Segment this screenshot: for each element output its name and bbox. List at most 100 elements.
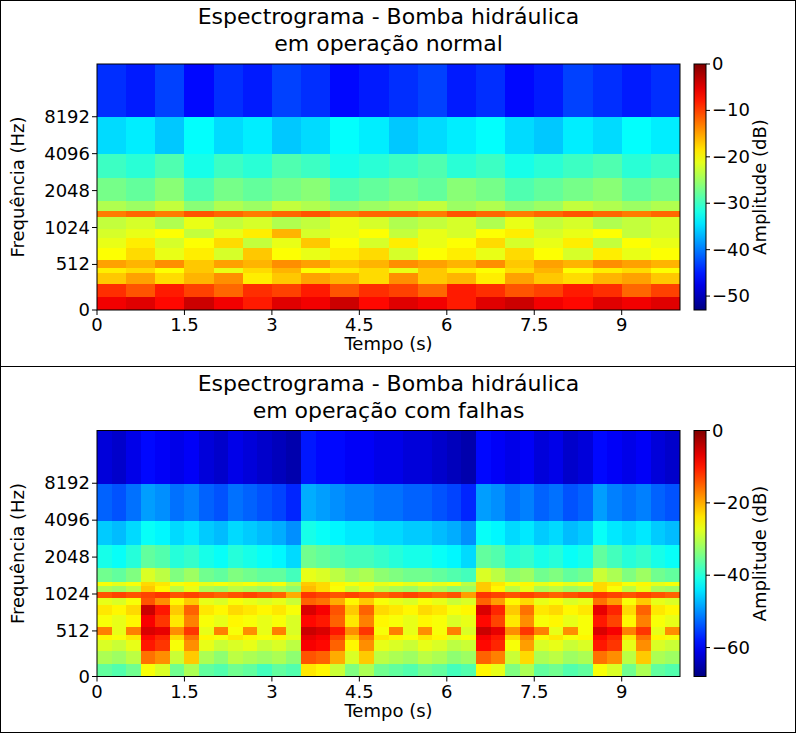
cell [389,273,419,284]
cell [316,591,331,598]
cell [665,581,680,586]
cell [607,604,622,615]
cell [389,586,404,592]
cell [345,650,360,664]
y-tick [92,264,97,265]
cell [330,614,345,626]
cell [155,260,185,268]
cell [476,626,491,634]
panel-title: Espectrograma - Bomba hidráulicaem opera… [198,4,580,56]
cell [578,591,593,598]
cell [286,581,301,586]
x-tick-label: 3 [266,681,277,702]
cell [636,626,651,634]
cell [301,626,316,634]
cell [622,626,637,634]
cell [476,201,506,212]
cell [141,604,156,615]
y-tick [92,594,97,595]
cell [374,634,389,640]
cell [593,591,608,598]
cell [651,178,680,201]
cell [345,604,360,615]
cell [418,178,448,201]
cell [112,650,127,664]
cell [97,117,127,155]
cell [622,201,652,212]
cell [330,217,360,229]
cell [374,639,389,650]
cell [97,267,127,273]
cell [316,614,331,626]
cell [607,431,622,484]
cell [272,211,302,218]
cell [243,663,258,676]
cell [622,597,637,604]
cell [184,211,214,218]
cell [257,597,272,604]
cell [301,591,316,598]
cell [243,597,258,604]
cell [228,626,243,634]
cell [155,544,170,567]
cell [257,567,272,582]
cell [491,544,506,567]
cell [651,154,680,179]
cell [243,267,273,273]
cell [578,431,593,484]
cell [593,614,608,626]
cell [534,483,549,521]
cell [622,663,637,676]
cell [170,639,185,650]
cell [432,663,447,676]
colorbar-tick [706,647,710,648]
cell [112,626,127,634]
cell [170,626,185,634]
cell [418,626,433,634]
cell [155,237,185,248]
cell [505,581,520,586]
cell [622,614,637,626]
cell [534,663,549,676]
cell [316,604,331,615]
cell [228,634,243,640]
cell [418,483,433,521]
cell [184,217,214,229]
cell [97,237,127,248]
cell [345,626,360,634]
cell [432,483,447,521]
cell [214,544,229,567]
cell [97,229,127,238]
cell [578,581,593,586]
cell [214,650,229,664]
cell [359,273,389,284]
cell [199,586,214,592]
cell [330,520,345,545]
cell [593,248,623,260]
cell [534,260,564,268]
cell [184,591,199,598]
cell [214,663,229,676]
colorbar-tick [706,430,710,431]
cell [636,639,651,650]
cell [374,604,389,615]
cell [243,154,273,179]
cell [476,597,491,604]
cell [389,567,404,582]
cell [199,567,214,582]
cell [563,217,593,229]
cell [228,604,243,615]
cell [272,639,287,650]
cell [272,626,287,634]
cell [418,229,448,238]
cell [534,248,564,260]
cell [184,178,214,201]
cell [330,154,360,179]
cell [228,483,243,521]
cell [199,663,214,676]
cell [389,260,419,268]
cell [359,483,374,521]
cell [359,604,374,615]
cell [418,217,448,229]
cell [534,567,549,582]
